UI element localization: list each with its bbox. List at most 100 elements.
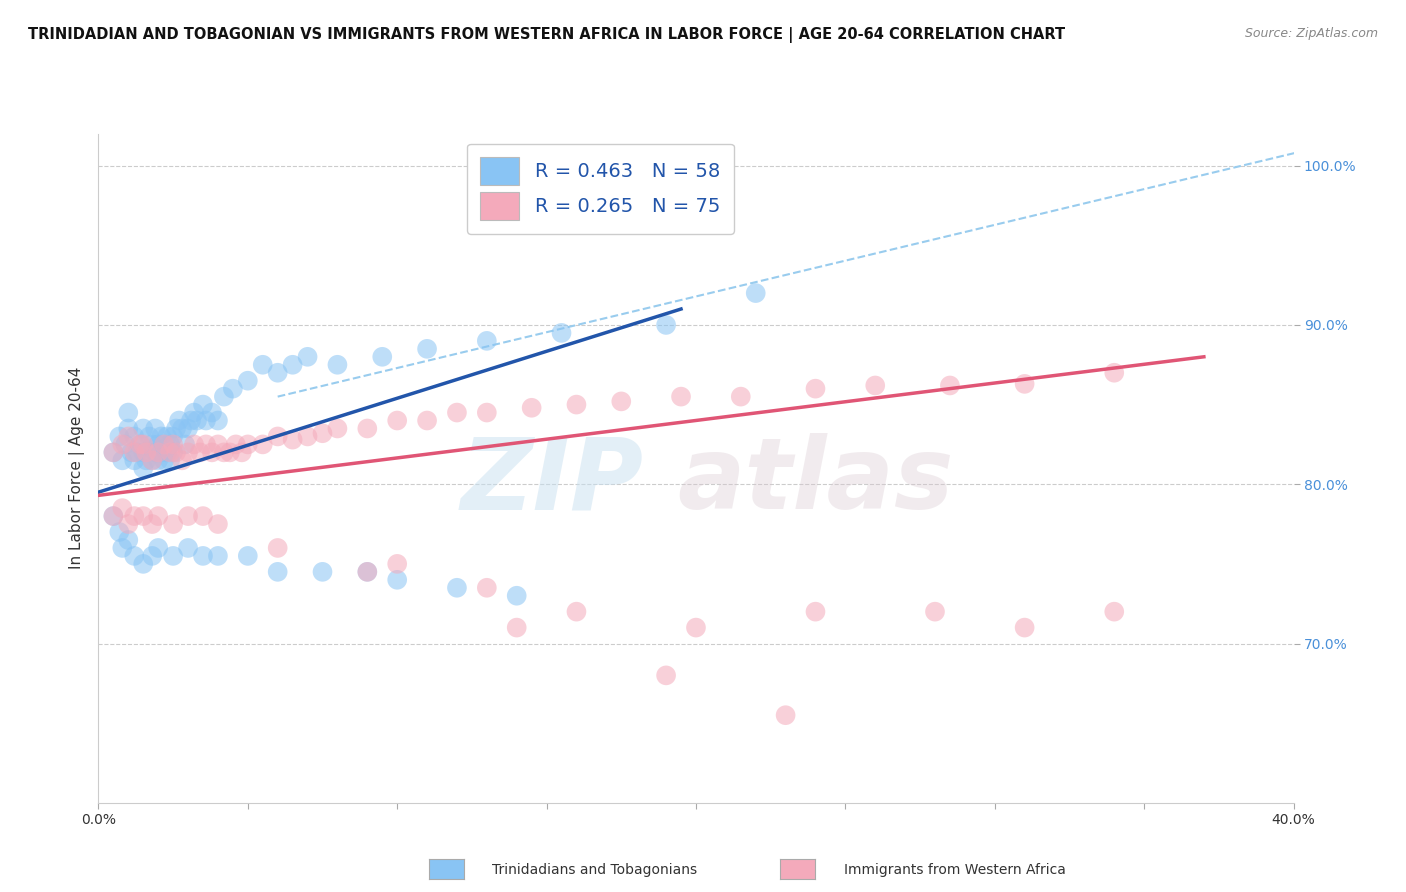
Point (201, 405, 224, 419)
Point (1104, 605, 1126, 619)
Point (117, 405, 139, 419)
Point (132, 421, 155, 435)
Point (129, 437, 152, 451)
Point (207, 437, 229, 451)
Point (939, 378, 962, 392)
Point (267, 565, 290, 579)
Point (191, 549, 214, 563)
Point (159, 445, 181, 459)
Point (191, 509, 214, 524)
Point (565, 398, 588, 412)
Text: Trinidadians and Tobagonians: Trinidadians and Tobagonians (492, 863, 697, 877)
Point (132, 445, 155, 459)
Point (188, 445, 211, 459)
Point (475, 581, 498, 595)
Point (281, 358, 304, 372)
Point (326, 421, 349, 435)
Y-axis label: In Labor Force | Age 20-64: In Labor Force | Age 20-64 (69, 368, 84, 569)
Point (103, 445, 125, 459)
Point (326, 358, 349, 372)
Point (311, 565, 333, 579)
Point (135, 453, 157, 467)
Point (111, 437, 134, 451)
Point (165, 421, 187, 435)
Text: Source: ZipAtlas.com: Source: ZipAtlas.com (1244, 27, 1378, 40)
Point (138, 429, 160, 443)
Point (114, 437, 136, 451)
Point (103, 445, 125, 459)
Point (804, 382, 827, 396)
Point (124, 509, 146, 524)
Point (117, 533, 139, 547)
Point (297, 429, 319, 443)
Point (385, 557, 409, 571)
Point (267, 429, 290, 443)
Point (506, 589, 529, 603)
Point (207, 516, 229, 531)
Point (141, 453, 163, 467)
Point (356, 565, 378, 579)
Point (311, 426, 333, 441)
Point (162, 549, 184, 563)
Point (475, 405, 498, 419)
Point (416, 342, 439, 356)
Point (186, 413, 208, 427)
Point (655, 668, 678, 682)
Point (108, 524, 131, 539)
Point (225, 437, 247, 451)
Point (172, 453, 194, 467)
Point (153, 437, 176, 451)
Point (111, 453, 134, 467)
Point (745, 286, 768, 301)
Point (212, 445, 235, 459)
Point (685, 621, 707, 635)
Point (148, 437, 170, 451)
Point (281, 433, 304, 447)
Point (127, 445, 149, 459)
Point (924, 605, 946, 619)
Point (150, 445, 173, 459)
Point (143, 421, 166, 435)
Text: Immigrants from Western Africa: Immigrants from Western Africa (844, 863, 1066, 877)
Point (804, 605, 827, 619)
Point (865, 378, 887, 392)
Point (416, 413, 439, 427)
Text: atlas: atlas (678, 434, 953, 530)
Point (162, 437, 184, 451)
Point (212, 390, 235, 404)
Point (162, 445, 184, 459)
Point (446, 581, 468, 595)
Point (177, 445, 200, 459)
Point (252, 437, 274, 451)
Point (236, 437, 259, 451)
Point (267, 541, 290, 555)
Point (135, 445, 157, 459)
Point (141, 516, 163, 531)
Point (174, 437, 197, 451)
Point (167, 413, 190, 427)
Point (385, 573, 409, 587)
Point (108, 429, 131, 443)
Point (148, 509, 170, 524)
Point (730, 390, 752, 404)
Point (150, 429, 173, 443)
Point (183, 405, 205, 419)
Point (162, 516, 184, 531)
Point (103, 509, 125, 524)
Point (165, 445, 187, 459)
Point (111, 541, 134, 555)
Point (1104, 366, 1126, 380)
Point (148, 453, 170, 467)
Point (124, 549, 146, 563)
Point (148, 541, 170, 555)
Point (610, 394, 633, 409)
Point (236, 549, 259, 563)
Point (124, 445, 146, 459)
Point (177, 421, 200, 435)
Point (520, 401, 543, 415)
Point (132, 557, 155, 571)
Point (669, 390, 692, 404)
Point (356, 421, 378, 435)
Point (267, 366, 290, 380)
Text: TRINIDADIAN AND TOBAGONIAN VS IMMIGRANTS FROM WESTERN AFRICA IN LABOR FORCE | AG: TRINIDADIAN AND TOBAGONIAN VS IMMIGRANTS… (28, 27, 1066, 43)
